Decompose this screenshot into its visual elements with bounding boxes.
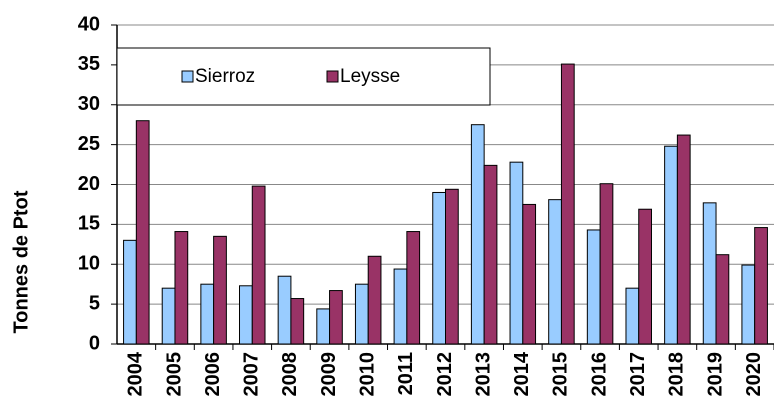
bar (406, 231, 421, 345)
x-tick-label: 2020 (743, 352, 765, 397)
x-tick-label: 2008 (279, 352, 301, 397)
x-tick-label: 2015 (550, 352, 572, 397)
y-tick-label: 0 (89, 332, 100, 354)
x-tick-label: 2007 (241, 352, 263, 397)
x-tick-label: 2009 (318, 352, 340, 397)
bar (354, 283, 369, 345)
y-tick-label: 40 (78, 13, 100, 35)
x-tick-label: 2014 (511, 351, 533, 396)
x-tick-label: 2019 (704, 352, 726, 397)
y-tick-label: 15 (78, 213, 100, 235)
y-tick-label: 5 (89, 292, 100, 314)
bar (432, 191, 446, 345)
bar (123, 239, 137, 345)
bar (367, 255, 382, 345)
bar (251, 185, 266, 345)
x-tick-label: 2010 (356, 352, 378, 397)
x-tick-label: 2011 (395, 352, 417, 395)
bar (393, 268, 408, 345)
bar (560, 63, 575, 345)
bar (702, 202, 717, 345)
bar (161, 287, 176, 345)
bar (329, 290, 343, 345)
bar (638, 208, 652, 345)
x-tick-label: 2012 (434, 352, 456, 397)
y-tick-label: 10 (78, 253, 100, 275)
legend-label: Sierroz (195, 66, 255, 87)
x-tick-label: 2017 (627, 352, 649, 397)
bar (599, 183, 614, 345)
bar (483, 164, 498, 345)
bar (445, 188, 459, 345)
y-axis-label: Tonnes de Ptot (10, 190, 32, 333)
legend-swatch (326, 70, 339, 83)
bar (509, 161, 524, 345)
bar (290, 298, 305, 345)
bar (135, 120, 150, 345)
bar (625, 287, 640, 345)
x-tick-label: 2006 (202, 352, 224, 397)
bar (741, 264, 756, 345)
bar (277, 275, 292, 345)
y-tick-label: 20 (78, 173, 100, 195)
x-tick-label: 2004 (125, 351, 147, 396)
bar (715, 254, 730, 345)
bar (522, 203, 537, 345)
bar (316, 308, 331, 345)
bar (754, 227, 768, 345)
legend-label: Leysse (340, 66, 400, 87)
legend: Sierroz Leysse (116, 47, 491, 106)
y-tick-label: 30 (78, 93, 100, 115)
bar (548, 199, 562, 345)
bar (174, 231, 189, 345)
bar (664, 145, 678, 345)
legend-swatch (181, 70, 194, 83)
bar (213, 235, 227, 345)
bar (586, 229, 601, 345)
bar (676, 134, 691, 345)
x-tick-label: 2018 (666, 352, 688, 397)
y-tick-label: 25 (78, 133, 100, 155)
bar (470, 124, 485, 345)
y-tick-label: 35 (78, 53, 100, 75)
x-tick-label: 2005 (163, 352, 185, 397)
bar (200, 283, 215, 345)
x-tick-label: 2013 (472, 352, 494, 397)
x-tick-label: 2016 (588, 352, 610, 397)
bar (239, 285, 253, 345)
legend-box (116, 47, 491, 106)
